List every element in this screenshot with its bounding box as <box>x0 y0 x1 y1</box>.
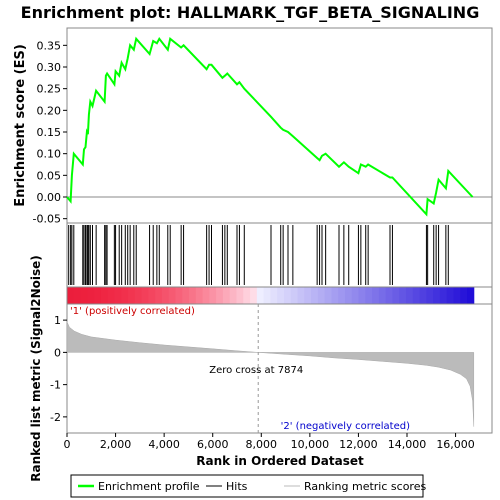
color-bar-segment <box>94 287 102 304</box>
color-bar-segment <box>270 287 278 304</box>
color-bar-segment <box>209 287 217 304</box>
color-bar-segment <box>453 287 461 304</box>
es-tick-label: 0.05 <box>37 169 62 182</box>
negative-label: '2' (negatively correlated) <box>281 421 410 432</box>
color-bar-segment <box>467 287 475 304</box>
color-bar-segment <box>412 287 421 304</box>
color-bar-segment <box>331 287 339 304</box>
color-bar-segment <box>141 287 149 304</box>
es-tick-label: 0.30 <box>37 61 62 74</box>
color-bar-segment <box>344 287 353 304</box>
color-bar-segment <box>311 287 319 304</box>
color-bar-segment <box>189 287 197 304</box>
metric-tick-label: 1 <box>54 314 61 327</box>
color-bar-segment <box>351 287 360 304</box>
x-axis-label: Rank in Ordered Dataset <box>196 454 364 468</box>
x-tick-label: 16,000 <box>436 438 475 451</box>
x-tick-label: 0 <box>64 438 71 451</box>
color-bar-segment <box>283 287 292 304</box>
legend-box <box>70 474 424 498</box>
es-tick-label: 0.20 <box>37 104 62 117</box>
color-bar-segment <box>114 287 122 304</box>
legend-label: Hits <box>226 480 248 493</box>
color-bar-segment <box>100 287 109 304</box>
es-tick-label: 0.00 <box>37 191 62 204</box>
color-bar-segment <box>324 287 332 304</box>
color-bar-segment <box>128 287 136 304</box>
metric-tick-label: -1 <box>50 379 61 392</box>
color-bar-segment <box>229 287 237 304</box>
metric-tick-label: -2 <box>50 411 61 424</box>
es-tick-label: 0.10 <box>37 148 62 161</box>
color-bar-segment <box>372 287 380 304</box>
x-tick-label: 8,000 <box>246 438 278 451</box>
es-tick-label: 0.35 <box>37 39 62 52</box>
color-bar-segment <box>243 287 251 304</box>
positive-label: '1' (positively correlated) <box>70 306 195 317</box>
color-bar-segment <box>182 287 190 304</box>
color-bar-segment <box>148 287 156 304</box>
color-bar-segment <box>446 287 454 304</box>
metric-axis-label: Ranked list metric (Signal2Noise) <box>29 255 43 482</box>
metric-panel-frame <box>66 303 493 434</box>
color-bar-segment <box>392 287 400 304</box>
legend-label: Enrichment profile <box>98 480 200 493</box>
color-bar-segment <box>460 287 468 304</box>
color-bar-segment <box>304 287 312 304</box>
color-bar-segment <box>121 287 129 304</box>
color-bar-segment <box>195 287 204 304</box>
color-bar-segment <box>73 287 82 304</box>
color-bar-segment <box>236 287 244 304</box>
es-axis-label: Enrichment score (ES) <box>13 44 28 207</box>
color-bar-segment <box>67 287 75 304</box>
color-bar-segment <box>405 287 414 304</box>
hits-panel-frame <box>66 222 493 288</box>
chart-title: Enrichment plot: HALLMARK_TGF_BETA_SIGNA… <box>21 3 480 22</box>
color-bar-segment <box>439 287 448 304</box>
zero-cross-label: Zero cross at 7874 <box>209 365 303 376</box>
color-bar-segment <box>222 287 231 304</box>
color-bar-segment <box>175 287 183 304</box>
color-bar-segment <box>155 287 163 304</box>
color-bar-segment <box>365 287 373 304</box>
es-tick-label: 0.15 <box>37 126 62 139</box>
x-tick-label: 14,000 <box>388 438 427 451</box>
color-bar-segment <box>168 287 176 304</box>
color-bar-segment <box>426 287 434 304</box>
color-bar-segment <box>250 287 258 304</box>
x-tick-label: 6,000 <box>197 438 229 451</box>
x-tick-label: 10,000 <box>291 438 330 451</box>
color-bar-segment <box>419 287 427 304</box>
color-bar-segment <box>107 287 115 304</box>
x-tick-label: 2,000 <box>100 438 132 451</box>
color-bar-segment <box>290 287 299 304</box>
legend-label: Ranking metric scores <box>304 480 426 493</box>
color-bar-segment <box>216 287 224 304</box>
color-bar-segment <box>433 287 441 304</box>
color-bar-segment <box>80 287 88 304</box>
color-bar-segment <box>263 287 271 304</box>
x-tick-label: 12,000 <box>339 438 378 451</box>
color-bar-segment <box>134 287 143 304</box>
color-bar-segment <box>297 287 305 304</box>
color-bar-segment <box>338 287 346 304</box>
ranking-metric-area <box>66 321 475 427</box>
enrichment-profile-line <box>66 36 474 217</box>
color-bar-segment <box>399 287 407 304</box>
x-tick-label: 4,000 <box>148 438 180 451</box>
color-bar-segment <box>202 287 210 304</box>
color-bar-segment <box>277 287 285 304</box>
color-bar-segment <box>358 287 366 304</box>
metric-tick-label: 0 <box>54 346 61 359</box>
color-bar-segment <box>385 287 393 304</box>
color-bar-segment <box>317 287 326 304</box>
color-bar-segment <box>161 287 170 304</box>
color-bar-segment <box>256 287 265 304</box>
es-tick-label: -0.05 <box>33 213 61 226</box>
color-bar-segment <box>87 287 95 304</box>
es-tick-label: 0.25 <box>37 83 62 96</box>
color-bar-segment <box>378 287 387 304</box>
